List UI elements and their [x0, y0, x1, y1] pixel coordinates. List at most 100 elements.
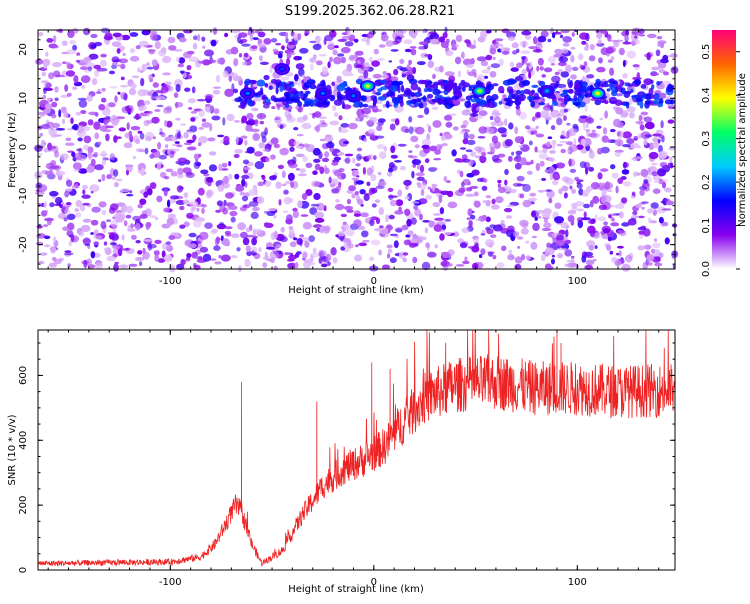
spectrogram-cell — [565, 64, 572, 73]
spectrogram-cell — [309, 57, 317, 63]
spectrogram-cell — [607, 33, 612, 42]
spectrogram-cell — [55, 170, 66, 176]
spectrogram-cell — [432, 120, 442, 128]
spectrogram-ridge-cell — [510, 94, 516, 99]
spectrogram-ridge-cell — [333, 99, 343, 106]
spectrogram-cell — [285, 57, 291, 66]
spectrogram-ridge-cell — [554, 83, 558, 89]
spectrogram-cell — [285, 37, 289, 44]
spectrogram-cell — [633, 171, 637, 178]
spectrogram-cell — [82, 237, 91, 246]
spectrogram-cell — [75, 199, 82, 208]
spectrogram-cell — [161, 47, 167, 54]
spectrogram-cell — [491, 154, 500, 162]
spectrogram-cell — [101, 209, 107, 216]
spectrogram-cell — [285, 32, 289, 40]
spectrogram-ridge-cell — [393, 97, 401, 106]
spectrogram-cell — [226, 113, 235, 122]
spectrogram-ridge-cell — [427, 87, 433, 92]
spectrogram-ridge-cell — [467, 100, 471, 108]
spectrogram-cell — [473, 39, 477, 46]
spectrogram-cell — [342, 68, 352, 77]
spectrogram-cell — [242, 159, 250, 165]
spectrogram-cell — [111, 233, 120, 241]
spectrogram-cell — [90, 232, 94, 235]
spectrogram-ridge-cell — [470, 98, 480, 103]
spectrogram-cell — [627, 218, 637, 226]
spectrogram-cell — [187, 98, 196, 104]
spectrogram-cell — [142, 251, 150, 260]
spectrogram-cell — [169, 150, 175, 155]
spectrogram-cell — [273, 214, 277, 219]
spectrogram-cell — [487, 66, 491, 70]
spectrogram-cell — [569, 185, 573, 190]
spectrogram-cell — [66, 61, 71, 69]
spectrogram-cell — [236, 247, 241, 252]
spectrogram-cell — [501, 134, 507, 138]
spectrogram-ridge-cell — [653, 93, 660, 101]
spectrogram-cell — [366, 39, 371, 46]
spectrogram-cell — [474, 146, 483, 152]
spectrogram-ridge-cell — [446, 81, 455, 89]
spectrogram-cell — [83, 56, 92, 64]
spectrogram-cell — [492, 56, 496, 61]
spectrogram-cell — [452, 231, 460, 237]
spectrogram-cell — [35, 58, 44, 65]
spectrogram-cell — [478, 126, 488, 134]
spectrogram-cell — [333, 50, 339, 55]
spectrogram-cell — [70, 234, 75, 243]
spectrogram-cell — [535, 125, 539, 129]
spectrogram-cell — [296, 116, 306, 123]
spectrogram-cell — [565, 229, 569, 238]
spectrogram-cell — [78, 168, 88, 174]
spectrogram-ridge-cell — [439, 99, 444, 105]
spectrogram-cell — [94, 41, 103, 47]
spectrogram-cell — [186, 146, 197, 151]
spectrogram-cell — [585, 186, 593, 192]
spectrogram-cell — [559, 34, 564, 39]
spectrogram-cell — [485, 195, 492, 199]
spectrogram-ridge-cell — [595, 78, 601, 84]
spectrogram-cell — [480, 233, 486, 236]
spectrogram-cell — [211, 228, 218, 233]
spectrogram-cell — [639, 124, 645, 131]
spectrogram-cell — [389, 257, 397, 264]
snr-y-tick-label: 0 — [18, 567, 29, 573]
spectrogram-cell — [38, 31, 44, 37]
spectrogram-cell — [469, 214, 476, 220]
spectrogram-cell — [78, 99, 88, 108]
spectrogram-cell — [617, 121, 624, 128]
spectrogram-cell — [97, 88, 101, 93]
spectrogram-cell — [87, 66, 93, 72]
spectrogram-cell — [149, 30, 158, 34]
spectrogram-cell — [600, 195, 607, 204]
spectrogram-cell — [187, 243, 197, 249]
spectrogram-cell — [179, 205, 185, 211]
spectrogram-cell — [369, 135, 379, 141]
spectrogram-cell — [552, 173, 561, 181]
spectrogram-cell — [389, 199, 398, 207]
spectrogram-cell — [251, 246, 258, 253]
spectrogram-cell — [101, 87, 106, 92]
spectrogram-cell — [651, 66, 661, 71]
spectrogram-cell — [442, 32, 448, 39]
spectrogram-cell — [219, 222, 225, 226]
spectrogram-cell — [93, 235, 103, 240]
spectrogram-cell — [135, 148, 145, 153]
spectrogram-cell — [652, 249, 661, 258]
spectrogram-cell — [560, 136, 567, 139]
spectrogram-cell — [395, 29, 404, 38]
spectrogram-cell — [609, 67, 615, 76]
spectrogram-cell — [419, 213, 423, 221]
spectrogram-cell — [188, 130, 193, 134]
spectrogram-cell — [44, 170, 54, 176]
spectrogram-cell — [530, 159, 534, 165]
spectrogram-cell — [175, 200, 186, 205]
spectrogram-cell — [177, 167, 184, 175]
spectrogram-cell — [297, 56, 303, 60]
spectrogram-cell — [634, 136, 644, 139]
spectrogram-cell — [478, 110, 488, 117]
spectrogram-ridge-cell — [563, 95, 569, 104]
spectrogram-cell — [615, 185, 619, 194]
spectrogram-cell — [440, 41, 449, 49]
